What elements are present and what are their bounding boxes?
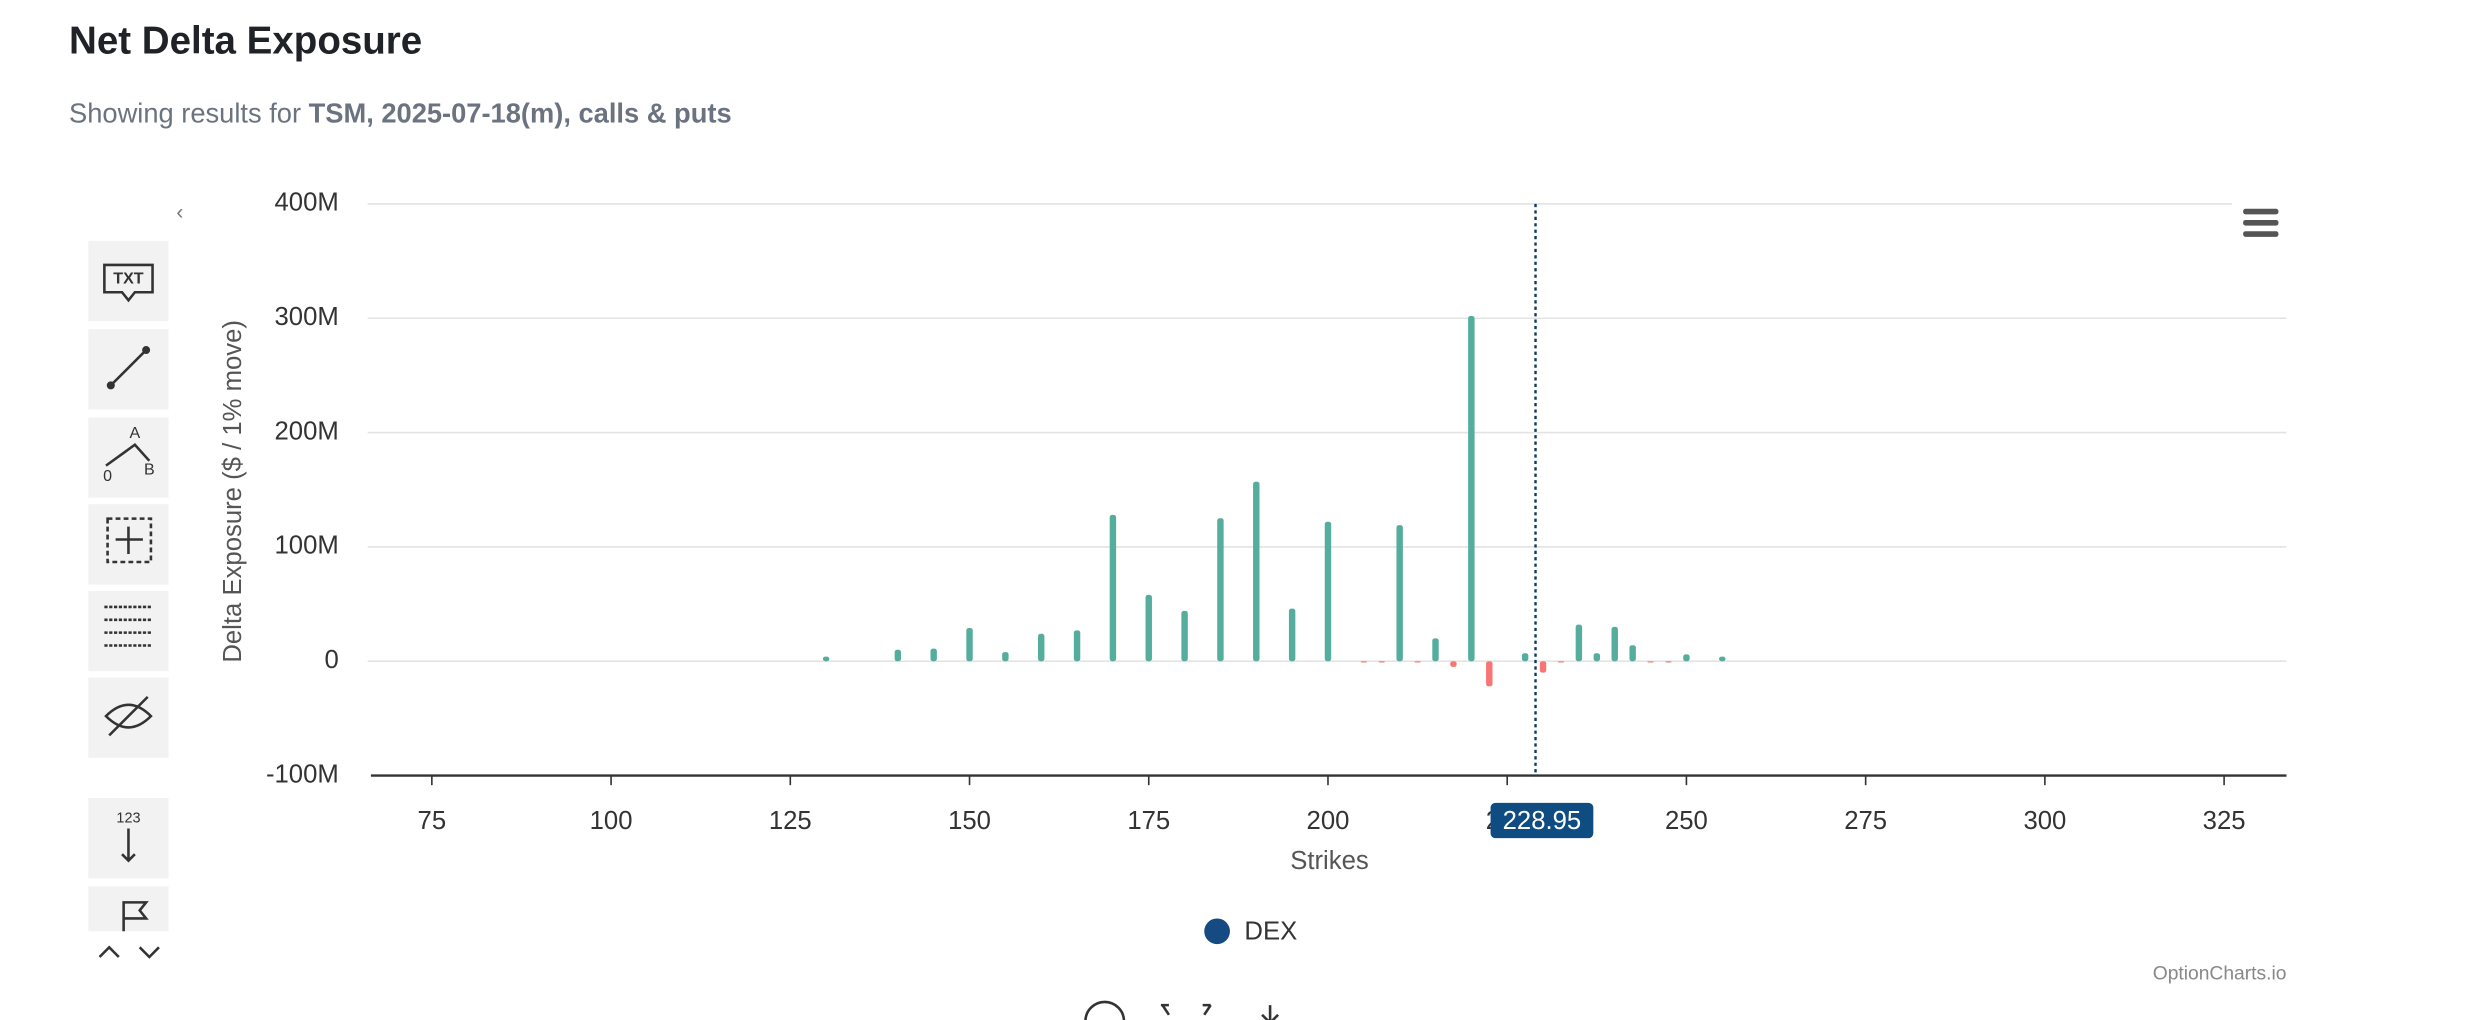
line-dot [106, 381, 115, 390]
y-tick-label: -100M [266, 760, 339, 788]
bar [1468, 315, 1475, 662]
info-button[interactable] [1084, 1000, 1126, 1020]
bar [1002, 652, 1009, 662]
line-icon [109, 349, 148, 387]
text-icon [103, 263, 154, 303]
x-tick-label: 175 [1127, 807, 1170, 835]
y-axis-title: Delta Exposure ($ / 1% move) [219, 320, 247, 663]
x-tick-label: 125 [769, 807, 812, 835]
bar [1665, 661, 1672, 663]
bar [1450, 661, 1457, 667]
pattern-label: 0 [103, 467, 112, 485]
bar [1629, 645, 1636, 662]
pattern-label: A [130, 424, 141, 442]
hide-icon [104, 695, 153, 737]
bar [1432, 638, 1439, 662]
flag-tool[interactable] [88, 886, 169, 932]
bar [1360, 661, 1368, 663]
collapse-toolbar[interactable]: ‹ [176, 201, 183, 224]
line-dot [142, 346, 151, 355]
scroll-down[interactable] [138, 946, 160, 959]
page-title: Net Delta Exposure [69, 20, 422, 63]
bar [1109, 514, 1117, 662]
bar [1575, 624, 1583, 662]
bar [1253, 481, 1260, 662]
x-tick-label: 325 [2203, 807, 2246, 835]
crosshair-label-box [1490, 802, 1594, 839]
menu-bar [2243, 208, 2279, 215]
bar [1647, 661, 1654, 663]
bar [822, 656, 830, 662]
y-tick-label: 300M [275, 303, 339, 331]
bar [1486, 661, 1493, 687]
bar [1038, 633, 1045, 662]
fib-tool[interactable] [88, 590, 169, 672]
legend-label: DEX [1244, 918, 1297, 946]
bar [1288, 608, 1296, 662]
x-tick-label: 250 [1665, 807, 1708, 835]
bar [1217, 518, 1224, 662]
x-tick-label: 100 [590, 807, 633, 835]
bar [1611, 626, 1618, 662]
legend-item[interactable]: DEX [1204, 918, 1297, 946]
x-tick-label: 200 [1307, 807, 1350, 835]
bar [894, 649, 902, 662]
bar [1181, 610, 1188, 662]
bar [1593, 653, 1601, 662]
subtitle-prefix: Showing results for [69, 98, 309, 129]
menu-button[interactable] [2243, 208, 2279, 237]
x-tick-label: 300 [2023, 807, 2066, 835]
text-tool[interactable] [88, 240, 169, 322]
y-tick-label: 400M [275, 189, 339, 217]
scroll-up[interactable] [98, 945, 120, 958]
bar [1414, 661, 1421, 663]
pattern-label: B [144, 461, 155, 479]
counter-icon [121, 828, 136, 863]
y-tick-label: 200M [275, 417, 339, 445]
bar [1521, 653, 1529, 662]
x-tick-label: 275 [1844, 807, 1887, 835]
flag-icon [122, 901, 149, 932]
bar [1719, 656, 1726, 662]
bottom-controls [1084, 1000, 1280, 1020]
measure-icon [106, 517, 153, 564]
bar [1324, 521, 1332, 662]
menu-bar [2243, 231, 2279, 237]
pattern-icon [105, 443, 151, 467]
bar [1396, 525, 1403, 662]
pattern-tool[interactable] [88, 417, 169, 498]
measure-icon [115, 526, 143, 554]
bar [1557, 661, 1565, 663]
credit: OptionCharts.io [2153, 964, 2287, 985]
bar [1539, 661, 1547, 673]
menu-bar [2243, 219, 2279, 226]
x-tick-label: 75 [418, 807, 447, 835]
legend-marker [1204, 918, 1230, 945]
bar [1683, 654, 1690, 662]
plot: -100M 0 100M 200M 300M 400M 75 100 125 150 175 200 2… [266, 189, 2287, 839]
counter-label: 123 [116, 811, 140, 827]
bar [1073, 630, 1081, 662]
subtitle: Showing results for TSM, 2025-07-18(m), … [69, 98, 732, 129]
bar [966, 628, 973, 662]
bar [1145, 594, 1152, 662]
fullscreen-button[interactable] [1160, 1003, 1212, 1016]
bar [1378, 661, 1385, 663]
toolbar: ‹ TXT A 0 B 123 [88, 201, 183, 959]
x-tick-label: 150 [948, 807, 991, 835]
y-tick-label: 100M [275, 532, 339, 560]
text-tool-label: TXT [113, 270, 144, 288]
y-tick-label: 0 [325, 646, 339, 674]
subtitle-query: TSM, 2025-07-18(m), calls & puts [309, 98, 732, 129]
x-axis-title: Strikes [1290, 847, 1369, 875]
bar [930, 648, 937, 662]
download-button[interactable] [1261, 1005, 1280, 1020]
crosshair-label: 228.95 [1503, 807, 1582, 835]
